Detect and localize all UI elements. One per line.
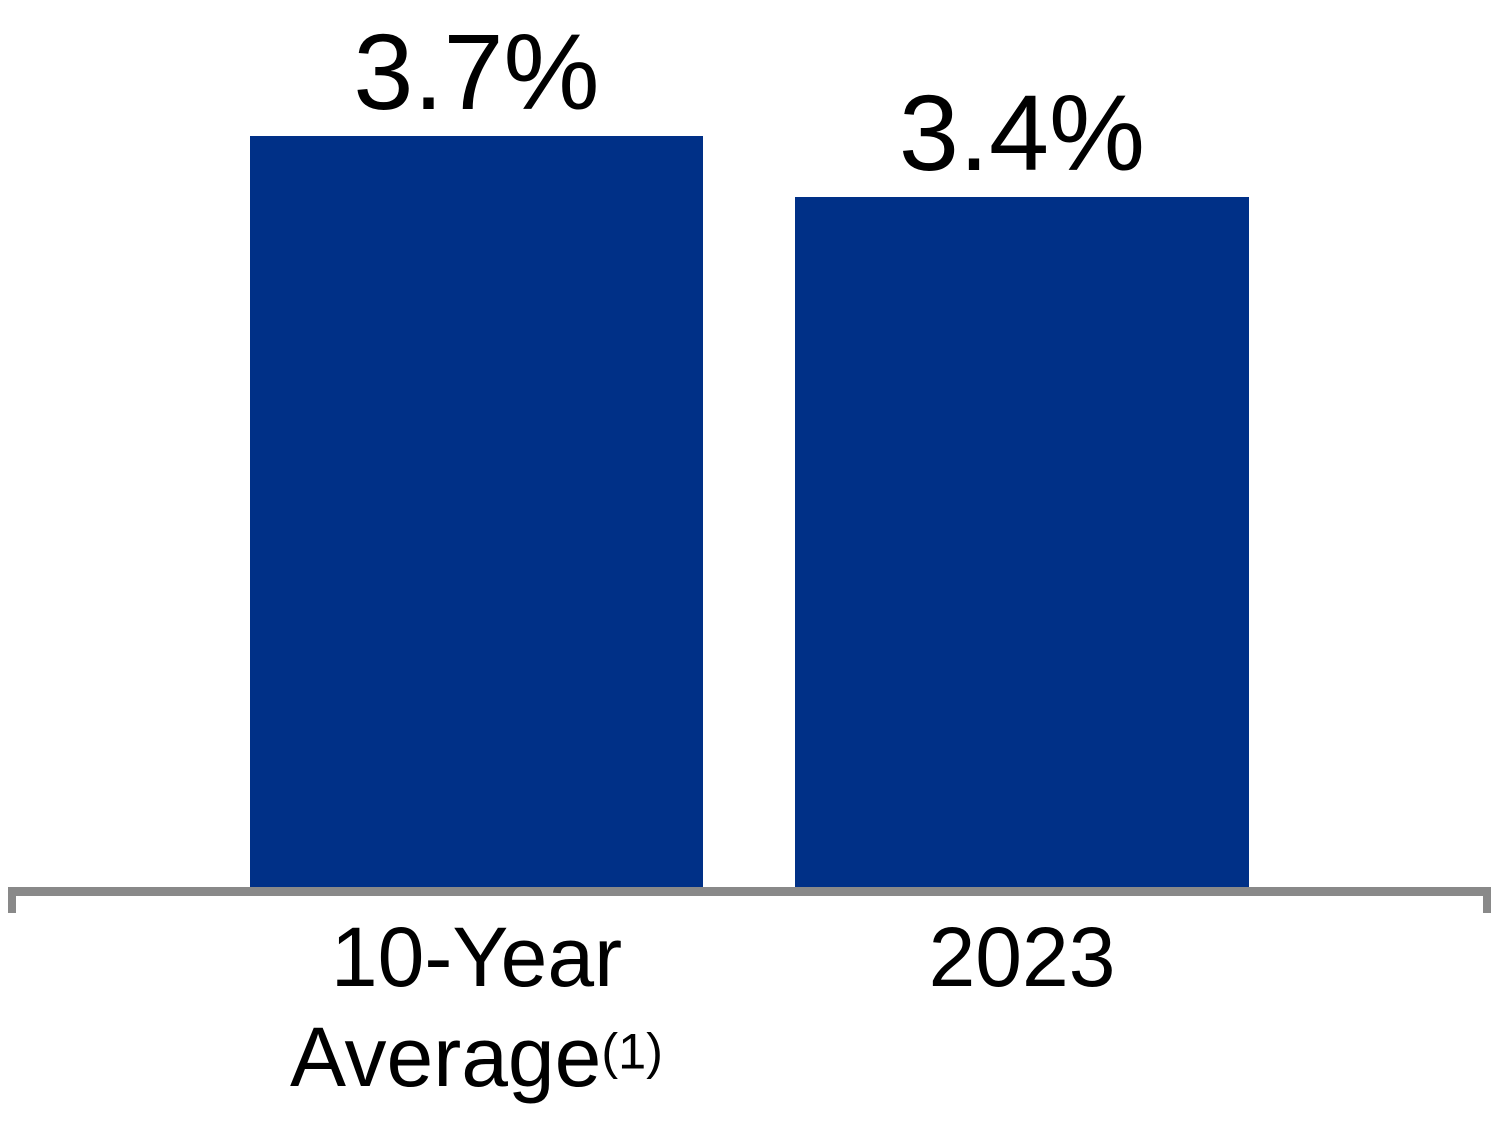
x-axis-tick-left [8, 887, 16, 913]
x-axis-label-line1: 10-Year [330, 910, 623, 1004]
value-label-10-year-average: 3.7% [353, 11, 600, 132]
x-axis-tick-right [1483, 887, 1491, 913]
x-axis-line [8, 887, 1491, 896]
bar-10-year-average [250, 136, 703, 887]
footnote-marker: (1) [601, 1022, 663, 1080]
bar-2023 [795, 197, 1249, 887]
value-label-2023: 3.4% [898, 72, 1146, 193]
x-axis-label-line2: Average [290, 1009, 602, 1104]
x-axis-label-10-year-average: 10-Year Average(1) [190, 908, 763, 1108]
x-axis-label-2023: 2023 [928, 910, 1116, 1004]
